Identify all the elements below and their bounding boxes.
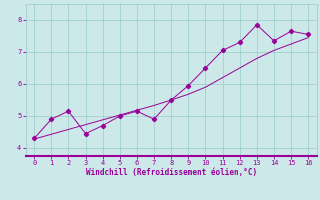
- X-axis label: Windchill (Refroidissement éolien,°C): Windchill (Refroidissement éolien,°C): [86, 168, 257, 177]
